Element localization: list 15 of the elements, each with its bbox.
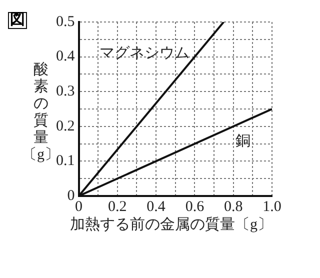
series-label: マグネシウム xyxy=(100,45,190,62)
series-label: 銅 xyxy=(236,133,251,150)
y-tick-label: 0.4 xyxy=(56,48,76,65)
x-axis-title: 加熱する前の金属の質量〔g〕 xyxy=(70,216,272,234)
y-tick-label: 0.3 xyxy=(56,84,75,100)
y-tick-label: 0 xyxy=(67,188,75,204)
chart-title: 図 xyxy=(8,12,27,29)
x-tick-label: 0.2 xyxy=(108,198,127,215)
y-tick-label: 0.1 xyxy=(56,153,75,170)
y-tick-label: 0.2 xyxy=(56,118,75,134)
x-tick-label: 0.6 xyxy=(185,198,205,215)
x-tick-label: 0.8 xyxy=(224,198,243,215)
x-tick-label: 0.4 xyxy=(146,198,166,215)
x-tick-label: 1.0 xyxy=(262,198,282,215)
y-tick-label: 0.5 xyxy=(56,14,75,30)
